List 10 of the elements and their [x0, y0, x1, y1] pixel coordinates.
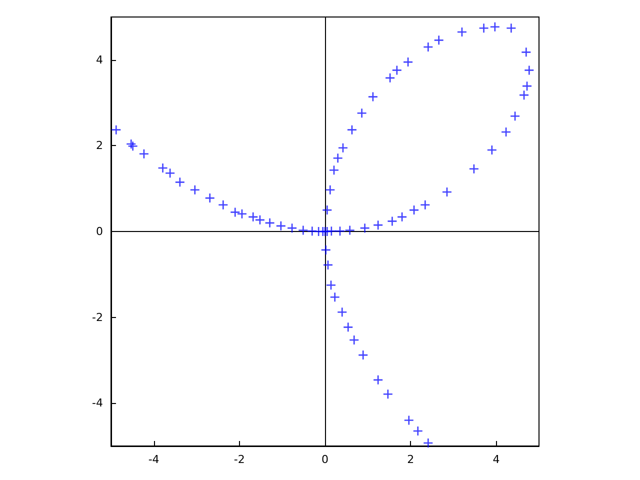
x-tick-label: 0	[322, 453, 328, 466]
x-tick-label: 2	[407, 453, 414, 466]
y-tick-label: -4	[92, 396, 103, 410]
y-tick-label: 2	[96, 139, 103, 152]
y-tick-label: -2	[92, 310, 103, 324]
y-tick-label: 4	[96, 53, 103, 66]
x-tick-label: -2	[234, 453, 245, 466]
y-tick-label: 0	[96, 225, 103, 238]
x-tick-label: 4	[492, 453, 500, 466]
x-tick-label: -4	[148, 453, 160, 466]
